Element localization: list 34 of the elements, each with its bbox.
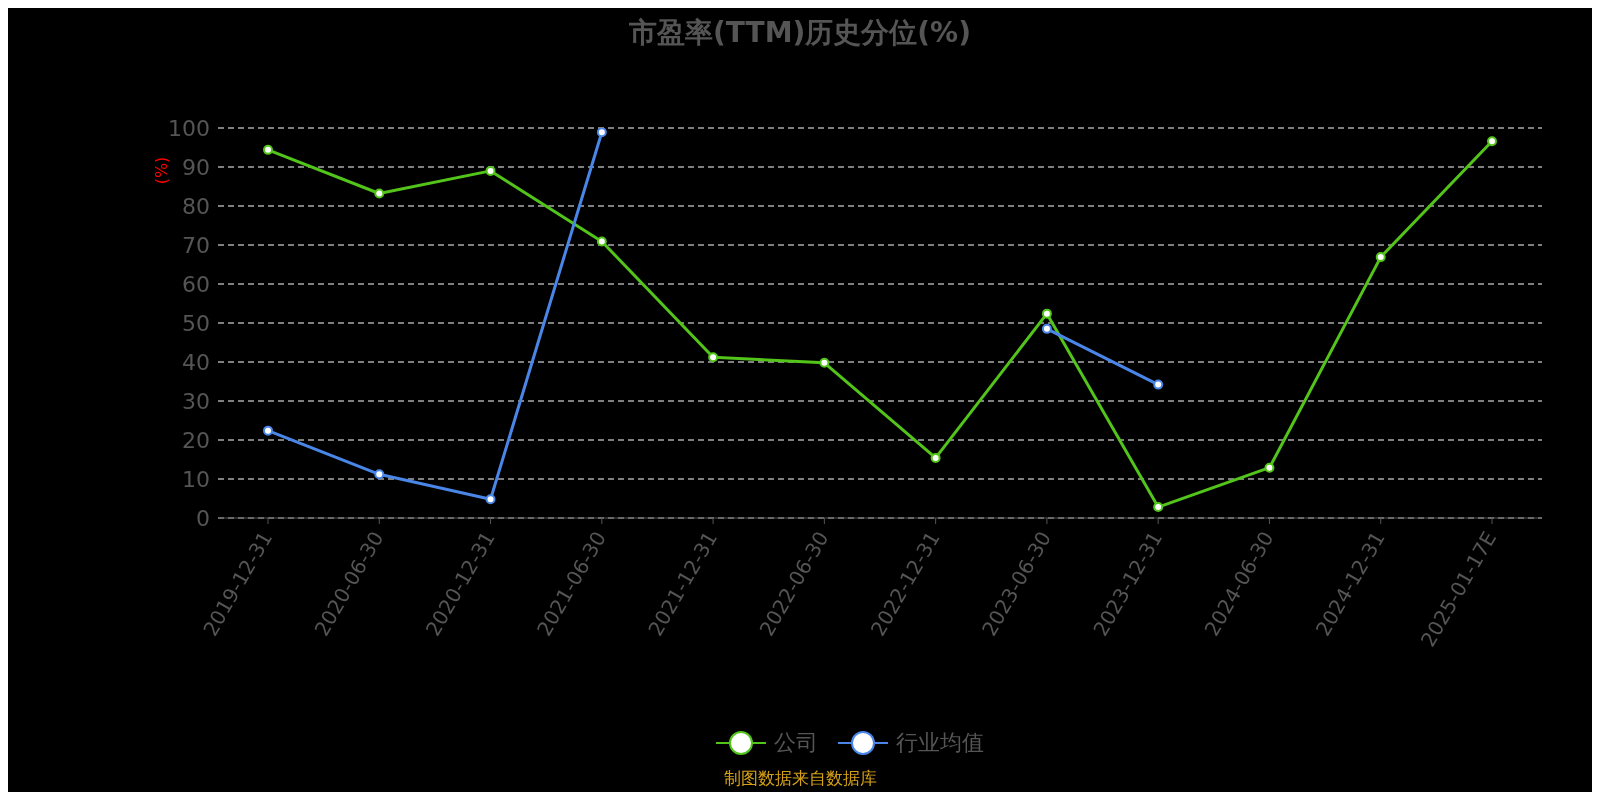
- y-tick-label: 0: [196, 505, 210, 531]
- y-tick-label: 80: [182, 193, 210, 219]
- point: [1153, 502, 1164, 513]
- point: [374, 188, 385, 199]
- y-tick-label: 90: [182, 154, 210, 180]
- text: 制图数据来自数据库: [722, 767, 878, 790]
- y-axis-title: (%): [152, 156, 172, 185]
- legend-label: 行业均值: [896, 729, 984, 757]
- y-tick-label: 50: [182, 310, 210, 336]
- point: [596, 236, 607, 247]
- point: [1041, 308, 1052, 319]
- y-tick-label: 10: [182, 466, 210, 492]
- legend-label: 公司: [774, 729, 818, 757]
- y-tick-label: 60: [182, 271, 210, 297]
- point: [1487, 136, 1497, 147]
- point: [485, 494, 496, 505]
- y-tick-label: 30: [182, 388, 210, 414]
- point: [708, 352, 719, 363]
- point: [263, 425, 273, 436]
- point: [374, 469, 385, 480]
- point: [485, 165, 496, 176]
- point: [596, 128, 607, 138]
- y-tick-label: 70: [182, 232, 210, 258]
- y-tick-label: 40: [182, 349, 210, 375]
- point: [930, 452, 941, 463]
- point: [1264, 462, 1275, 473]
- point: [263, 144, 273, 155]
- chart-title: 市盈率(TTM)历史分位(%): [628, 15, 972, 51]
- point: [819, 357, 830, 368]
- y-tick-label: 100: [168, 115, 210, 141]
- point: [1041, 323, 1052, 334]
- point: [1375, 252, 1386, 263]
- y-tick-label: 20: [182, 427, 210, 453]
- point: [1153, 379, 1164, 390]
